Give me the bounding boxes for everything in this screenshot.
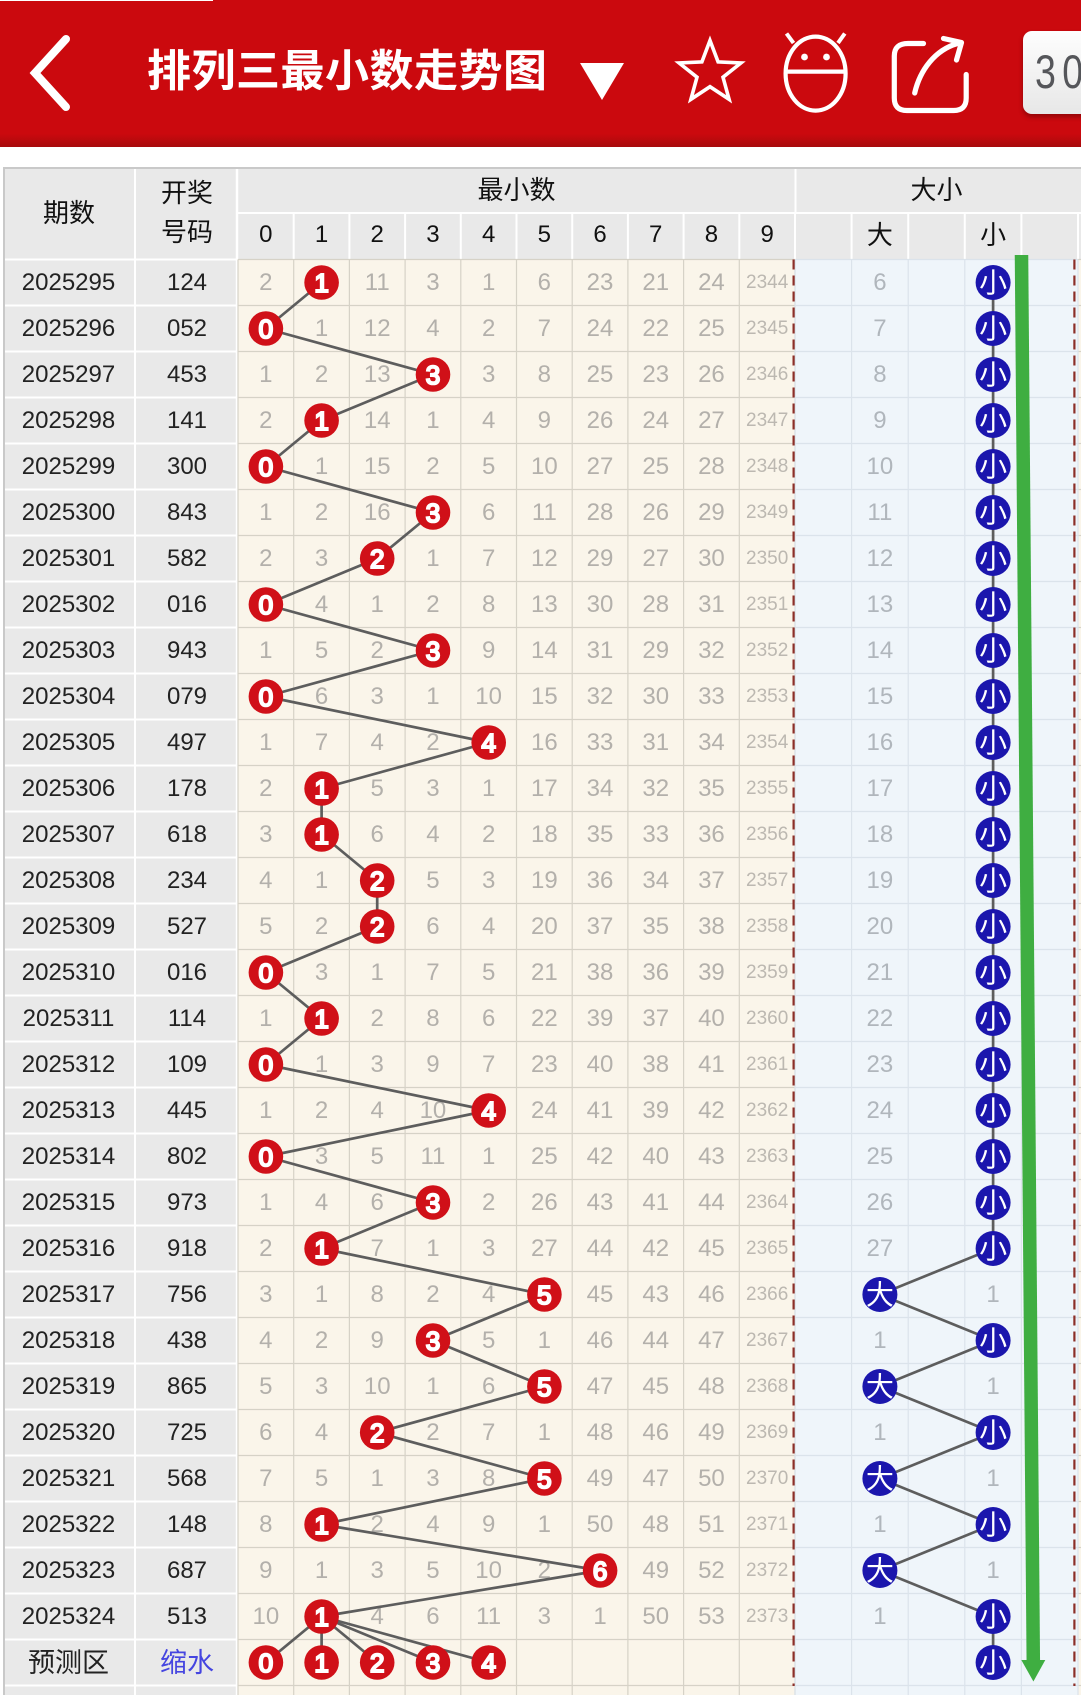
svg-text:大: 大 [866,1280,894,1311]
svg-text:1: 1 [314,268,328,298]
svg-text:小: 小 [979,1648,1007,1679]
svg-text:小: 小 [979,1418,1007,1449]
svg-text:小: 小 [979,1510,1007,1541]
svg-text:4: 4 [481,1648,495,1678]
svg-text:小: 小 [979,1326,1007,1357]
svg-text:0: 0 [259,1142,273,1172]
svg-text:2: 2 [370,912,384,942]
svg-text:5: 5 [537,1280,551,1310]
svg-text:小: 小 [979,636,1007,667]
svg-text:0: 0 [259,314,273,344]
svg-text:0: 0 [259,958,273,988]
svg-text:小: 小 [979,774,1007,805]
svg-text:3: 3 [426,360,440,390]
svg-text:0: 0 [259,682,273,712]
svg-text:2: 2 [370,1648,384,1678]
svg-text:大: 大 [866,1372,894,1403]
svg-text:小: 小 [979,1050,1007,1081]
svg-text:1: 1 [314,820,328,850]
svg-text:3: 3 [426,1326,440,1356]
svg-text:6: 6 [593,1556,607,1586]
svg-text:2: 2 [370,866,384,896]
svg-text:小: 小 [979,1602,1007,1633]
svg-text:1: 1 [314,1510,328,1540]
svg-text:小: 小 [979,406,1007,437]
svg-text:小: 小 [979,590,1007,621]
svg-text:小: 小 [979,314,1007,345]
svg-text:0: 0 [259,1050,273,1080]
svg-text:1: 1 [314,406,328,436]
svg-text:3: 3 [426,1648,440,1678]
svg-text:3: 3 [426,636,440,666]
svg-text:0: 0 [259,590,273,620]
svg-text:小: 小 [979,452,1007,483]
svg-text:小: 小 [979,912,1007,943]
svg-text:3: 3 [426,1188,440,1218]
svg-text:1: 1 [314,1602,328,1632]
svg-text:1: 1 [314,1004,328,1034]
svg-text:2: 2 [370,544,384,574]
svg-text:小: 小 [979,1188,1007,1219]
svg-text:小: 小 [979,1142,1007,1173]
svg-text:小: 小 [979,360,1007,391]
svg-text:小: 小 [979,1004,1007,1035]
svg-text:3: 3 [426,498,440,528]
svg-text:小: 小 [979,728,1007,759]
svg-text:4: 4 [481,728,495,758]
svg-text:0: 0 [259,1648,273,1678]
svg-text:大: 大 [866,1464,894,1495]
svg-text:小: 小 [979,1234,1007,1265]
svg-text:大: 大 [866,1556,894,1587]
svg-text:小: 小 [979,958,1007,989]
svg-text:0: 0 [259,452,273,482]
svg-text:5: 5 [537,1464,551,1494]
svg-text:小: 小 [979,820,1007,851]
svg-text:1: 1 [314,1648,328,1678]
svg-text:5: 5 [537,1372,551,1402]
svg-text:小: 小 [979,1096,1007,1127]
svg-text:4: 4 [481,1096,495,1126]
svg-text:2: 2 [370,1418,384,1448]
svg-text:小: 小 [979,682,1007,713]
svg-text:小: 小 [979,866,1007,897]
svg-text:1: 1 [314,1234,328,1264]
svg-text:小: 小 [979,498,1007,529]
svg-text:1: 1 [314,774,328,804]
svg-text:小: 小 [979,268,1007,299]
svg-text:小: 小 [979,544,1007,575]
